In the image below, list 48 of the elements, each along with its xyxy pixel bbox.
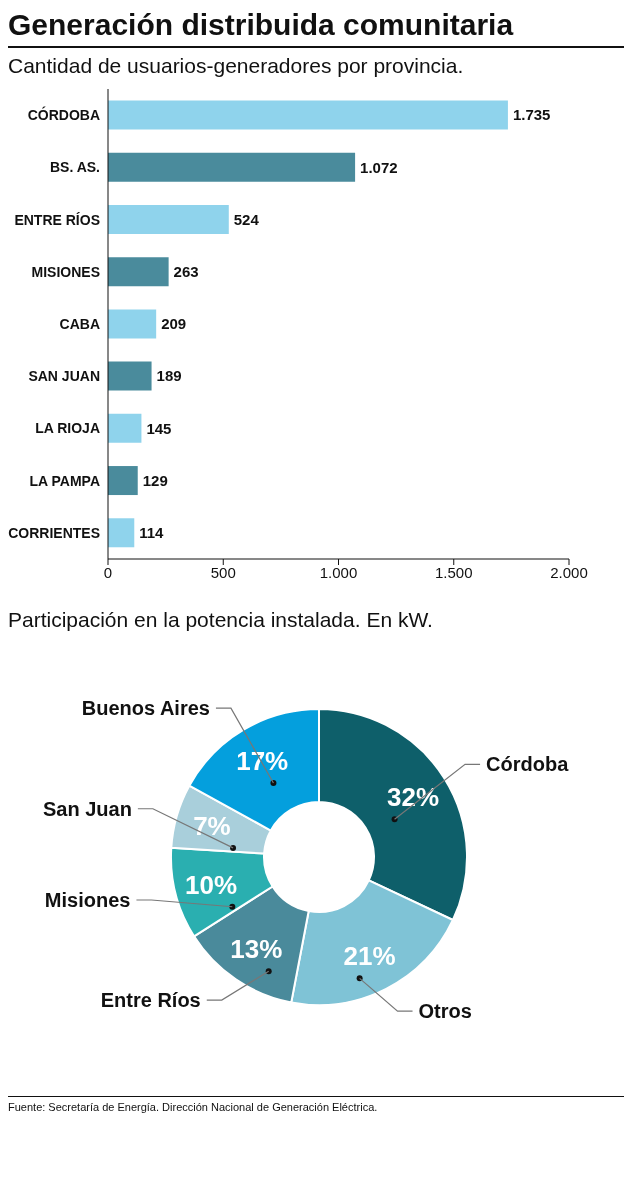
x-tick-label: 0 bbox=[103, 563, 113, 581]
data-label: 1.735 bbox=[512, 106, 551, 124]
chart-subtitle: Cantidad de usuarios-generadores por provincia. bbox=[8, 54, 465, 78]
bar bbox=[108, 309, 157, 339]
x-tick-label: 2.000 bbox=[550, 563, 588, 581]
y-tick-label: LA PAMPA bbox=[29, 472, 100, 489]
bar bbox=[108, 413, 142, 443]
data-label: 21% bbox=[343, 941, 396, 972]
bar bbox=[108, 100, 508, 130]
chart-title: Generación distribuida comunitaria bbox=[8, 8, 624, 48]
slice-label: Otros bbox=[418, 1000, 472, 1023]
bar bbox=[108, 204, 229, 234]
data-label: 189 bbox=[156, 367, 182, 385]
y-tick-label: ENTRE RÍOS bbox=[14, 211, 100, 228]
bar bbox=[108, 518, 135, 548]
x-tick-label: 1.500 bbox=[434, 563, 473, 581]
data-label: 17% bbox=[236, 746, 289, 777]
bar bbox=[108, 361, 152, 391]
bar bbox=[108, 257, 169, 287]
y-tick-label: CABA bbox=[59, 315, 100, 332]
slice-label: Córdoba bbox=[486, 753, 570, 776]
data-label: 145 bbox=[146, 419, 172, 437]
y-tick-label: CÓRDOBA bbox=[27, 106, 100, 124]
data-label: 129 bbox=[142, 471, 168, 489]
x-tick-label: 500 bbox=[210, 563, 236, 581]
data-label: 209 bbox=[161, 315, 187, 333]
data-label: 32% bbox=[387, 782, 440, 813]
y-tick-label: CORRIENTES bbox=[8, 524, 100, 541]
bar bbox=[108, 152, 356, 182]
data-label: 524 bbox=[233, 210, 260, 228]
slice-label: Buenos Aires bbox=[81, 697, 210, 720]
chart-title: Participación en la potencia instalada. En kW. bbox=[8, 608, 434, 632]
data-label: 13% bbox=[230, 934, 283, 965]
bar bbox=[108, 466, 138, 496]
y-tick-label: BS. AS. bbox=[49, 159, 100, 176]
data-label: 114 bbox=[139, 524, 165, 542]
slice-label: Misiones bbox=[44, 889, 131, 912]
y-tick-label: MISIONES bbox=[31, 263, 100, 280]
x-tick-label: 1.000 bbox=[319, 563, 358, 581]
data-label: 7% bbox=[193, 810, 231, 841]
data-label: 10% bbox=[184, 869, 238, 900]
data-label: 1.072 bbox=[360, 158, 398, 176]
data-label: 263 bbox=[173, 262, 199, 280]
y-tick-label: SAN JUAN bbox=[28, 368, 100, 385]
source-note: Fuente: Secretaría de Energía. Dirección Nacional de Generación Eléctrica. bbox=[8, 1096, 624, 1113]
slice-label: Entre Ríos bbox=[100, 989, 201, 1012]
slice-label: San Juan bbox=[42, 797, 132, 820]
y-tick-label: LA RIOJA bbox=[35, 420, 100, 437]
